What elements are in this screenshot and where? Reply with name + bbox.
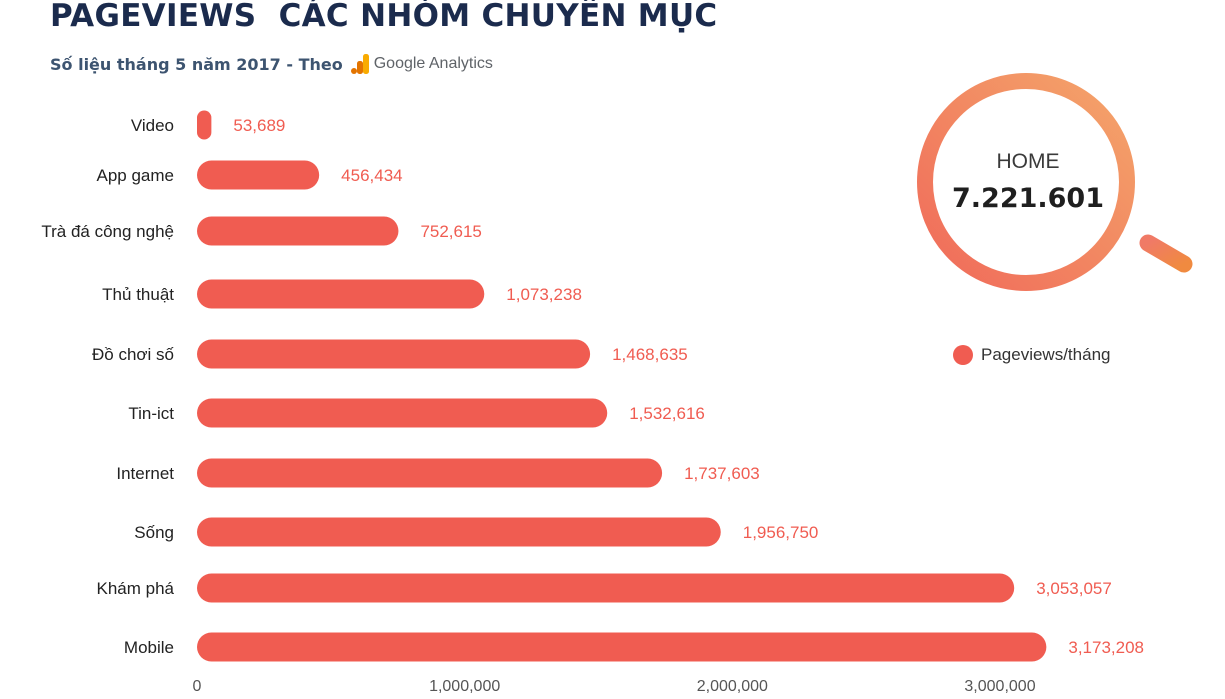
bar-1 (197, 160, 320, 190)
bar-6 (197, 458, 663, 488)
bar-3 (197, 279, 485, 309)
category-label: Sống (134, 523, 174, 542)
value-label: 1,468,635 (612, 345, 688, 364)
value-label: 3,053,057 (1036, 579, 1112, 598)
home-value: 7.221.601 (951, 183, 1105, 214)
bar-4 (197, 339, 591, 369)
category-label: Tin-ict (128, 404, 174, 423)
bar-5 (197, 398, 608, 428)
legend-label: Pageviews/tháng (981, 345, 1111, 364)
subtitle-text: Số liệu tháng 5 năm 2017 - Theo (50, 54, 343, 74)
category-label: Thủ thuật (102, 285, 174, 304)
x-tick-label: 3,000,000 (964, 678, 1035, 695)
x-tick-label: 2,000,000 (697, 678, 768, 695)
magnifier-ring (917, 73, 1135, 291)
value-label: 3,173,208 (1068, 638, 1144, 657)
x-tick-label: 0 (193, 678, 202, 695)
bar-8 (197, 573, 1015, 603)
value-label: 1,737,603 (684, 464, 760, 483)
category-label: Mobile (124, 638, 174, 657)
value-label: 1,532,616 (629, 404, 705, 423)
bar-0 (197, 110, 212, 140)
value-label: 1,073,238 (506, 285, 582, 304)
category-label: Đồ chơi số (92, 345, 175, 364)
value-label: 53,689 (233, 116, 285, 135)
category-label: App game (97, 166, 175, 185)
chart-title: PAGEVIEWS CÁC NHÓM CHUYÊN MỤC (50, 0, 718, 34)
category-label: Video (131, 116, 174, 135)
google-analytics-label: Google Analytics (373, 55, 493, 72)
value-label: 1,956,750 (743, 523, 819, 542)
category-label: Trà đá công nghệ (41, 222, 174, 241)
legend-marker (953, 345, 973, 365)
magnifier-handle (1139, 234, 1193, 273)
google-analytics-icon (350, 54, 369, 74)
category-label: Internet (116, 464, 174, 483)
subtitle: Số liệu tháng 5 năm 2017 - Theo Google A… (50, 52, 493, 76)
value-label: 456,434 (341, 166, 402, 185)
legend: Pageviews/tháng (953, 343, 1110, 367)
bar-7 (197, 517, 721, 547)
value-label: 752,615 (420, 222, 481, 241)
home-label: HOME (996, 150, 1060, 173)
bar-9 (197, 632, 1047, 662)
bar-2 (197, 216, 399, 246)
category-label: Khám phá (97, 579, 175, 598)
x-tick-label: 1,000,000 (429, 678, 500, 695)
